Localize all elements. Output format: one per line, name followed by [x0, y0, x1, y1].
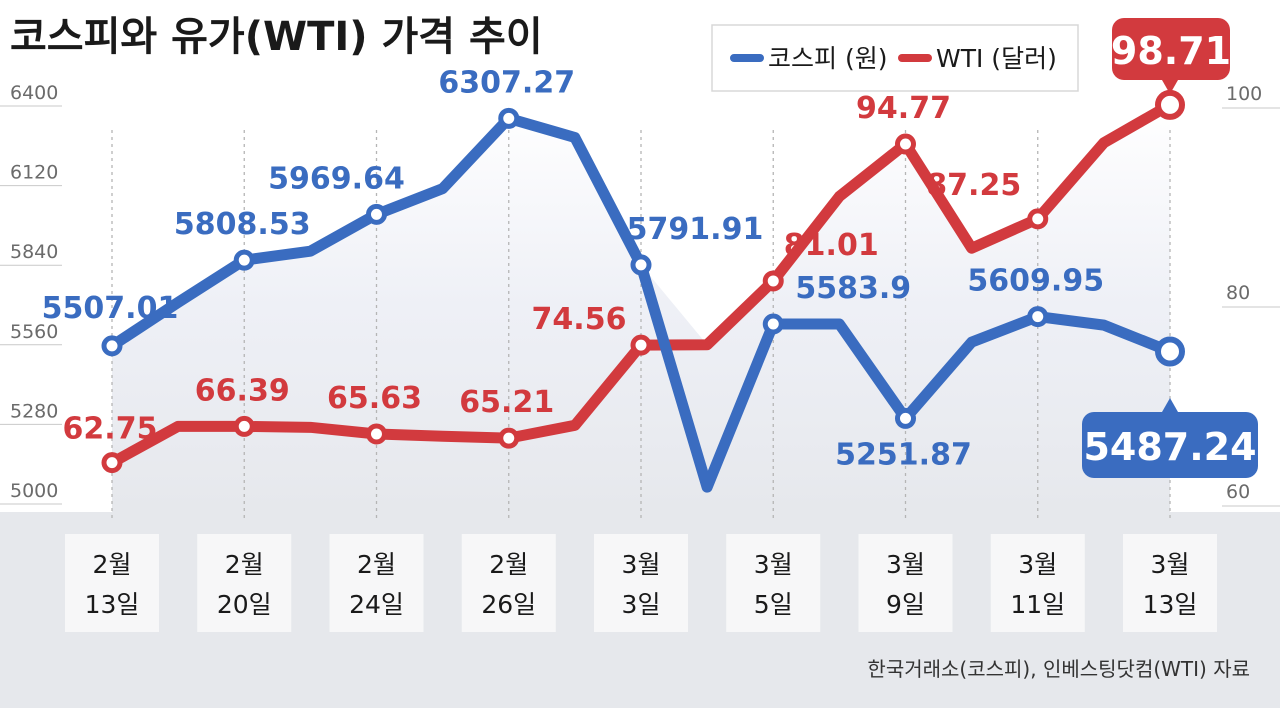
wti-data-label: 74.56	[532, 302, 627, 337]
y-left-tick: 5840	[10, 241, 58, 263]
wti-point	[366, 423, 387, 445]
kospi-point	[498, 107, 520, 129]
kospi-callout-pointer	[1162, 398, 1178, 412]
kospi-point	[762, 313, 784, 335]
gridlines	[0, 105, 1280, 507]
wti-callout-box	[1112, 18, 1230, 80]
x-label-box	[990, 534, 1085, 632]
kospi-point	[233, 249, 255, 271]
wti-point	[101, 452, 123, 474]
x-label-day: 13일	[1143, 590, 1198, 619]
wti-data-label: 81.01	[784, 228, 879, 263]
y-left-tick: 6400	[10, 82, 58, 104]
kospi-data-label: 5969.64	[268, 161, 405, 196]
source-note: 한국거래소(코스피), 인베스팅닷컴(WTI) 자료	[867, 657, 1250, 681]
x-label-month: 3월	[1151, 550, 1190, 579]
kospi-point	[630, 254, 652, 276]
wti-data-label: 66.39	[195, 373, 290, 408]
kospi-point	[366, 203, 387, 225]
y-right-tick: 100	[1226, 83, 1262, 105]
series-points	[101, 89, 1185, 474]
x-label-box	[1123, 534, 1217, 632]
y-left-tick: 5280	[10, 400, 58, 422]
legend: 코스피 (원) WTI (달러)	[711, 24, 1079, 92]
kospi-callout: 5487.24	[1082, 398, 1258, 478]
wti-point	[762, 270, 784, 292]
kospi-point	[1027, 306, 1049, 328]
x-label-box	[197, 534, 292, 632]
y-right-axis: 100 80 60	[1226, 83, 1262, 503]
legend-kospi-label: 코스피 (원)	[768, 44, 887, 73]
kospi-point	[895, 407, 916, 429]
wti-point	[630, 334, 652, 356]
wti-point	[1027, 208, 1049, 230]
wti-data-label: 94.77	[856, 91, 951, 126]
x-label-day: 13일	[85, 590, 140, 619]
x-label-box	[65, 534, 159, 632]
wti-data-label: 65.21	[459, 385, 554, 420]
x-label-day: 3일	[622, 590, 661, 619]
x-label-month: 2월	[93, 550, 132, 579]
legend-box	[711, 24, 1079, 92]
wti-point	[1155, 89, 1185, 120]
kospi-data-label: 5808.53	[174, 207, 311, 242]
x-label-day: 5일	[754, 590, 793, 619]
wti-point	[895, 133, 916, 155]
x-label-day: 26일	[481, 590, 536, 619]
wti-data-label: 87.25	[926, 168, 1021, 203]
x-label-day: 11일	[1010, 590, 1065, 619]
x-label-month: 3월	[886, 550, 925, 579]
x-label-box	[594, 534, 688, 632]
x-label-month: 2월	[225, 550, 264, 579]
x-label-box	[726, 534, 821, 632]
chart-title: 코스피와 유가(WTI) 가격 추이	[10, 14, 543, 60]
kospi-data-label: 5791.91	[627, 212, 764, 247]
wti-data-label: 65.63	[327, 381, 422, 416]
kospi-data-label: 6307.27	[438, 65, 575, 100]
x-label-month: 2월	[357, 550, 396, 579]
x-label-day: 24일	[349, 590, 404, 619]
wti-last-value: 98.71	[1111, 29, 1231, 73]
x-label-box	[858, 534, 953, 632]
kospi-callout-box	[1082, 412, 1258, 478]
kospi-last-value: 5487.24	[1083, 425, 1256, 469]
x-label-month: 3월	[622, 550, 661, 579]
y-left-tick: 6120	[10, 162, 58, 184]
kospi-data-label: 5609.95	[967, 264, 1104, 299]
kospi-data-label: 5507.01	[42, 291, 179, 326]
wti-point	[498, 427, 520, 449]
y-right-tick: 80	[1226, 282, 1250, 304]
x-label-day: 9일	[886, 590, 925, 619]
x-label-month: 2월	[489, 550, 528, 579]
kospi-point	[1155, 336, 1185, 367]
x-label-box	[461, 534, 556, 632]
y-left-tick: 5560	[10, 321, 58, 343]
x-label-day: 20일	[217, 590, 272, 619]
y-left-tick: 5000	[10, 480, 58, 502]
kospi-point	[101, 335, 123, 357]
series-labels: 5507.01 5808.53 5969.64 6307.27 5791.91 5583.…	[42, 65, 1104, 472]
wti-callout-pointer	[1162, 80, 1178, 94]
kospi-data-label: 5583.9	[795, 271, 911, 306]
x-axis-labels: 2월 13일 2월 20일 2월 24일 2월 26일 3월 3일 3월 5일 3월 9일 3월 11일 3월 1…	[65, 534, 1217, 632]
wti-point	[233, 415, 255, 437]
wti-callout: 98.71	[1111, 18, 1231, 94]
y-right-tick: 60	[1226, 481, 1250, 503]
y-left-axis: 6400 6120 5840 5560 5280 5000	[10, 82, 58, 502]
x-label-month: 3월	[1018, 550, 1057, 579]
legend-wti-label: WTI (달러)	[936, 44, 1057, 73]
wti-data-label: 62.75	[63, 412, 158, 447]
kospi-data-label: 5251.87	[835, 437, 972, 472]
x-label-box	[329, 534, 424, 632]
x-label-month: 3월	[754, 550, 793, 579]
